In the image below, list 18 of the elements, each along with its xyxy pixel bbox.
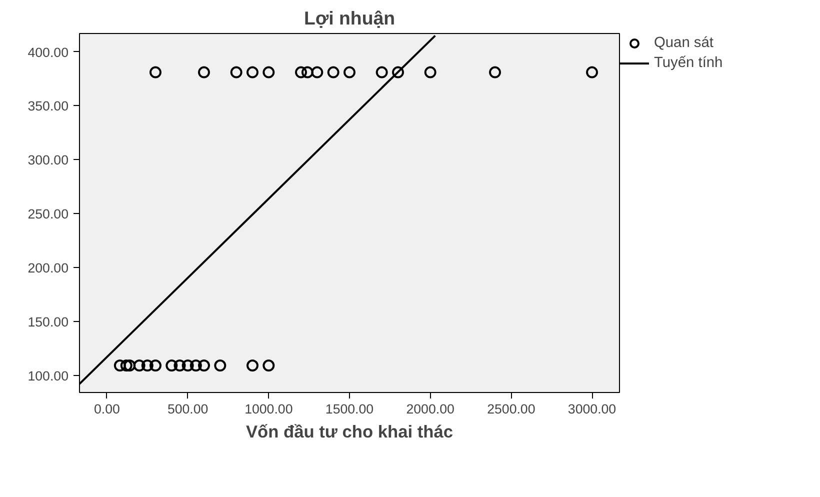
x-tick-label: 1500.00 xyxy=(325,402,374,416)
x-tick-label: 3000.00 xyxy=(568,402,616,416)
x-tick-label: 1000.00 xyxy=(244,402,293,416)
x-tick-label: 2500.00 xyxy=(487,402,536,416)
x-tick-label: 2000.00 xyxy=(406,402,454,416)
y-tick-label: 400.00 xyxy=(28,44,68,60)
legend-label: Quan sát xyxy=(654,35,714,51)
x-tick-label: 500.00 xyxy=(167,402,208,416)
y-tick-label: 350.00 xyxy=(28,98,68,114)
legend-label: Tuyến tính xyxy=(654,55,723,71)
y-tick-label: 200.00 xyxy=(28,260,68,276)
y-tick-label: 250.00 xyxy=(28,206,68,222)
y-tick-label: 150.00 xyxy=(28,314,68,330)
x-axis-title: Vốn đầu tư cho khai thác xyxy=(246,422,454,442)
y-tick-label: 300.00 xyxy=(28,152,68,168)
y-tick-label: 100.00 xyxy=(28,368,68,384)
x-tick-label: 0.00 xyxy=(94,402,120,416)
chart-title: Lợi nhuận xyxy=(304,8,396,28)
